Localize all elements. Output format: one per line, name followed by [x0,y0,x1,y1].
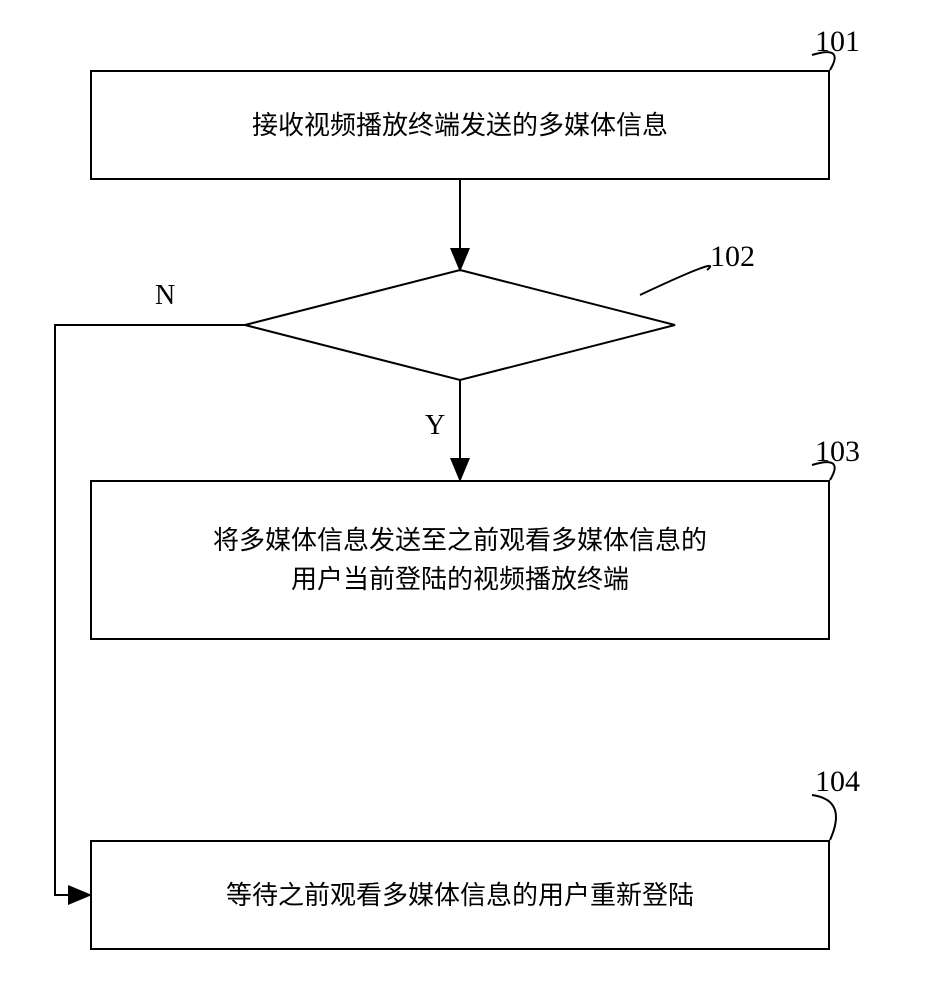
branch-y-label: Y [425,410,445,442]
leader-104 [812,795,836,840]
step-104-text: 等待之前观看多媒体信息的用户重新登陆 [226,876,694,915]
leader-102 [640,266,710,295]
step-102-text-wrap: 当前用户为之前的用户 [245,305,675,345]
branch-n-label: N [155,280,175,312]
step-103-text: 将多媒体信息发送至之前观看多媒体信息的 用户当前登陆的视频播放终端 [213,521,707,599]
step-101-box: 接收视频播放终端发送的多媒体信息 [90,70,830,180]
step-101-text: 接收视频播放终端发送的多媒体信息 [252,106,668,145]
step-104-label: 104 [815,765,860,799]
step-103-box: 将多媒体信息发送至之前观看多媒体信息的 用户当前登陆的视频播放终端 [90,480,830,640]
step-101-label: 101 [815,25,860,59]
step-103-label: 103 [815,435,860,469]
step-102-label: 102 [710,240,755,274]
step-104-box: 等待之前观看多媒体信息的用户重新登陆 [90,840,830,950]
step-102-text: 当前用户为之前的用户 [330,307,590,344]
